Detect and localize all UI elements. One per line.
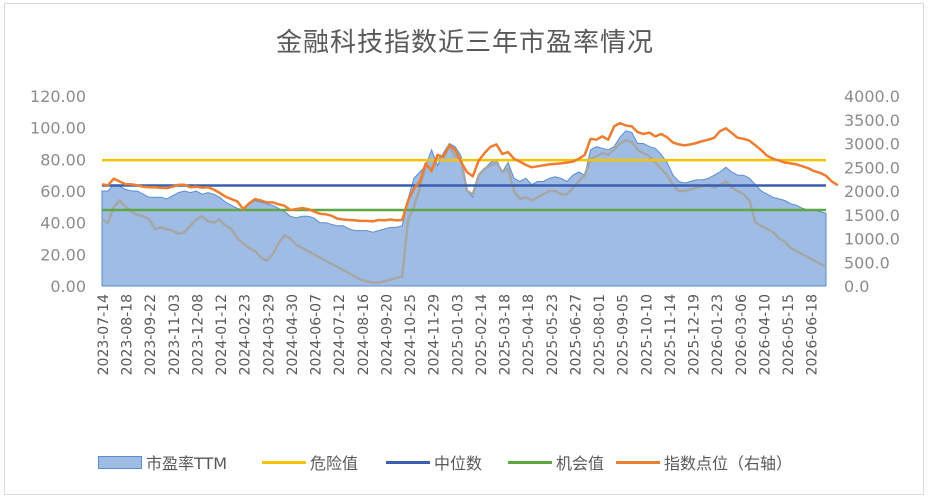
- legend: 市盈率TTM 危险值 中位数 机会值 指数点位（右轴）: [0, 450, 930, 474]
- x-tick-label: 2024-08-16: [356, 294, 372, 375]
- x-tick-label: 2023-12-08: [191, 294, 207, 375]
- x-tick-label: 2025-12-19: [687, 294, 703, 375]
- y-left-tick-label: 60.00: [40, 182, 86, 201]
- x-tick-label: 2025-04-18: [521, 294, 537, 375]
- x-tick-label: 2025-09-05: [616, 294, 632, 375]
- x-tick-label: 2023-11-03: [167, 294, 183, 375]
- x-tick-label: 2024-07-12: [332, 294, 348, 375]
- legend-label-median: 中位数: [434, 454, 483, 473]
- x-tick-label: 2025-05-23: [545, 294, 561, 375]
- y-right-tick-label: 2500.0: [844, 158, 900, 177]
- legend-item-pe: 市盈率TTM: [98, 450, 227, 474]
- legend-item-index: 指数点位（右轴）: [616, 450, 792, 474]
- pe-ttm-area: [101, 130, 827, 287]
- x-tick-label: 2025-08-01: [592, 294, 608, 375]
- y-right-tick-label: 3500.0: [844, 111, 900, 130]
- legend-label-danger: 危险值: [310, 454, 359, 473]
- x-tick-label: 2026-05-15: [781, 294, 797, 375]
- x-tick-label: 2025-11-14: [663, 294, 679, 375]
- x-tick-label: 2025-01-03: [450, 294, 466, 375]
- legend-label-opportunity: 机会值: [556, 454, 605, 473]
- x-tick-label: 2025-10-10: [639, 294, 655, 375]
- index-line: [101, 121, 839, 223]
- x-tick-label: 2025-02-14: [474, 294, 490, 375]
- x-tick-label: 2024-04-30: [285, 294, 301, 375]
- legend-label-index: 指数点位（右轴）: [664, 454, 793, 473]
- legend-item-median: 中位数: [386, 450, 482, 474]
- legend-swatch-danger: [262, 460, 306, 464]
- legend-label-pe: 市盈率TTM: [146, 454, 228, 473]
- legend-swatch-opportunity: [508, 460, 552, 464]
- x-tick-label: 2023-09-22: [143, 294, 159, 375]
- x-tick-label: 2026-03-06: [734, 294, 750, 375]
- y-right-tick-label: 0.0: [844, 277, 869, 296]
- legend-swatch-median: [386, 460, 430, 464]
- x-tick-label: 2025-06-27: [568, 294, 584, 375]
- y-right-tick-label: 3000.0: [844, 135, 900, 154]
- legend-item-opportunity: 机会值: [508, 450, 604, 474]
- y-right-tick-label: 2000.0: [844, 182, 900, 201]
- legend-item-danger: 危险值: [262, 450, 358, 474]
- chart-title: 金融科技指数近三年市盈率情况: [275, 28, 654, 58]
- x-tick-label: 2024-06-07: [309, 294, 325, 375]
- x-tick-label: 2024-02-23: [238, 294, 254, 375]
- x-tick-label: 2024-01-12: [214, 294, 230, 375]
- legend-swatch-index: [616, 460, 660, 464]
- y-left-tick-label: 120.00: [30, 87, 86, 106]
- y-left-tick-label: 80.00: [40, 150, 86, 169]
- x-tick-label: 2024-11-29: [427, 294, 443, 375]
- y-left-tick-label: 40.00: [40, 214, 86, 233]
- y-right-tick-label: 1000.0: [844, 230, 900, 249]
- x-tick-label: 2024-09-20: [380, 294, 396, 375]
- x-tick-label: 2026-06-18: [805, 294, 821, 375]
- x-tick-label: 2026-01-23: [710, 294, 726, 375]
- y-left-tick-label: 20.00: [40, 245, 86, 264]
- legend-swatch-pe: [98, 455, 142, 469]
- x-tick-label: 2024-10-25: [403, 294, 419, 375]
- y-left-tick-label: 0.00: [50, 277, 86, 296]
- y-right-tick-label: 4000.0: [844, 87, 900, 106]
- x-tick-label: 2023-08-18: [120, 294, 136, 375]
- x-tick-label: 2023-07-14: [96, 294, 112, 375]
- x-tick-label: 2026-04-10: [757, 294, 773, 375]
- y-right-tick-label: 1500.0: [844, 206, 900, 225]
- y-left-tick-label: 100.00: [30, 119, 86, 138]
- x-tick-label: 2025-03-18: [498, 294, 514, 375]
- x-tick-label: 2024-03-29: [261, 294, 277, 375]
- y-right-tick-label: 500.0: [844, 253, 890, 272]
